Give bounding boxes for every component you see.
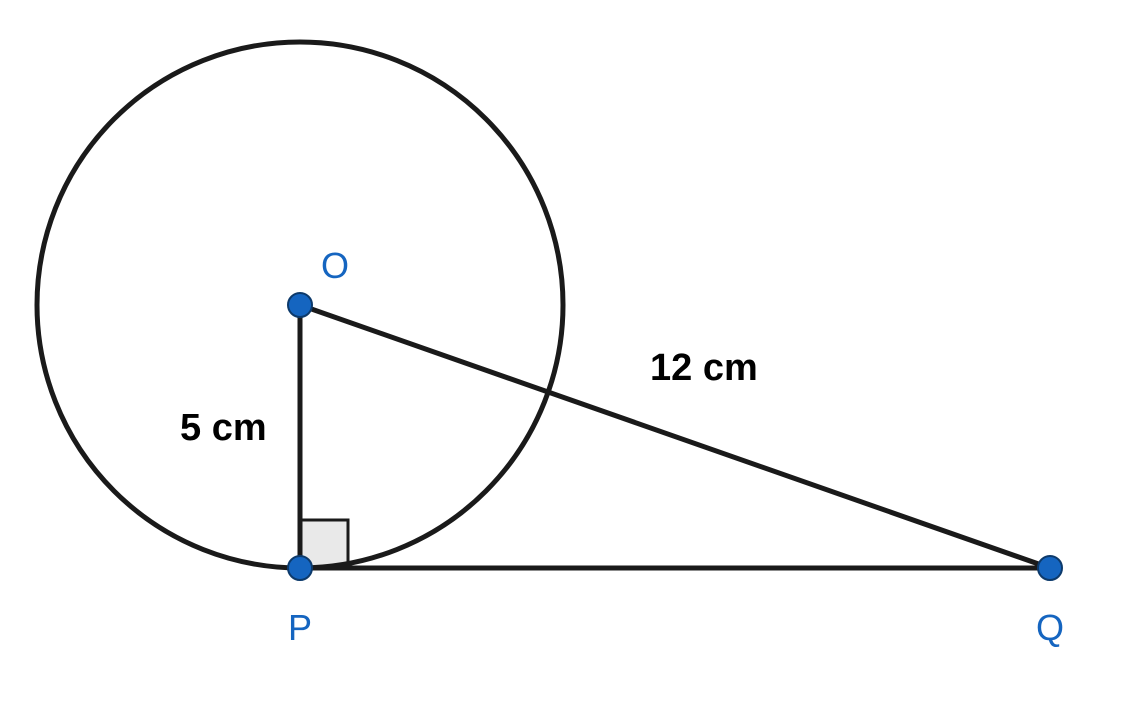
point-q: [1038, 556, 1062, 580]
point-o: [288, 293, 312, 317]
label-point-o: O: [321, 245, 349, 286]
label-measure-op: 5 cm: [180, 407, 267, 449]
label-point-p: P: [288, 607, 312, 648]
segment-oq: [300, 305, 1050, 568]
label-measure-oq: 12 cm: [650, 347, 758, 389]
point-p: [288, 556, 312, 580]
label-point-q: Q: [1036, 607, 1064, 648]
